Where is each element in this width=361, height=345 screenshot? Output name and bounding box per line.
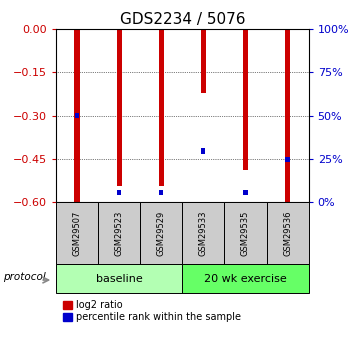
Bar: [159, 29, 164, 186]
Bar: [56, 264, 182, 293]
Bar: [74, 29, 79, 202]
Text: GSM29523: GSM29523: [115, 210, 123, 256]
Bar: [182, 264, 309, 293]
Bar: [243, 29, 248, 170]
Text: protocol: protocol: [3, 272, 45, 282]
Bar: [225, 202, 266, 264]
Bar: [56, 202, 98, 264]
Bar: [117, 29, 122, 186]
Bar: [266, 202, 309, 264]
Text: GSM29536: GSM29536: [283, 210, 292, 256]
Text: GSM29529: GSM29529: [157, 210, 166, 256]
Bar: [98, 202, 140, 264]
Bar: [117, 190, 121, 195]
Legend: log2 ratio, percentile rank within the sample: log2 ratio, percentile rank within the s…: [61, 298, 243, 324]
Bar: [286, 157, 290, 162]
Bar: [182, 202, 225, 264]
Bar: [201, 148, 205, 154]
Title: GDS2234 / 5076: GDS2234 / 5076: [119, 12, 245, 27]
Text: GSM29507: GSM29507: [73, 210, 82, 256]
Text: GSM29535: GSM29535: [241, 210, 250, 256]
Text: 20 wk exercise: 20 wk exercise: [204, 274, 287, 284]
Bar: [285, 29, 290, 202]
Bar: [243, 190, 248, 195]
Text: baseline: baseline: [96, 274, 143, 284]
Bar: [201, 29, 206, 92]
Text: GSM29533: GSM29533: [199, 210, 208, 256]
Bar: [140, 202, 182, 264]
Bar: [159, 190, 163, 195]
Bar: [75, 113, 79, 118]
